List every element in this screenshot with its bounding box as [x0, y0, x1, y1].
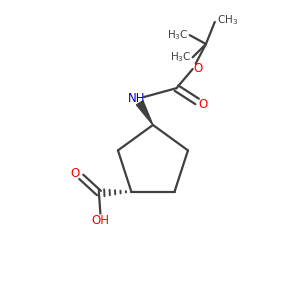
Text: H$_3$C: H$_3$C	[170, 50, 192, 64]
Text: CH$_3$: CH$_3$	[217, 14, 238, 27]
Text: O: O	[194, 62, 202, 75]
Text: OH: OH	[92, 214, 110, 226]
Polygon shape	[136, 101, 153, 125]
Text: H$_3$C: H$_3$C	[167, 28, 189, 42]
Text: NH: NH	[128, 92, 146, 105]
Text: O: O	[70, 167, 80, 180]
Text: O: O	[198, 98, 208, 111]
